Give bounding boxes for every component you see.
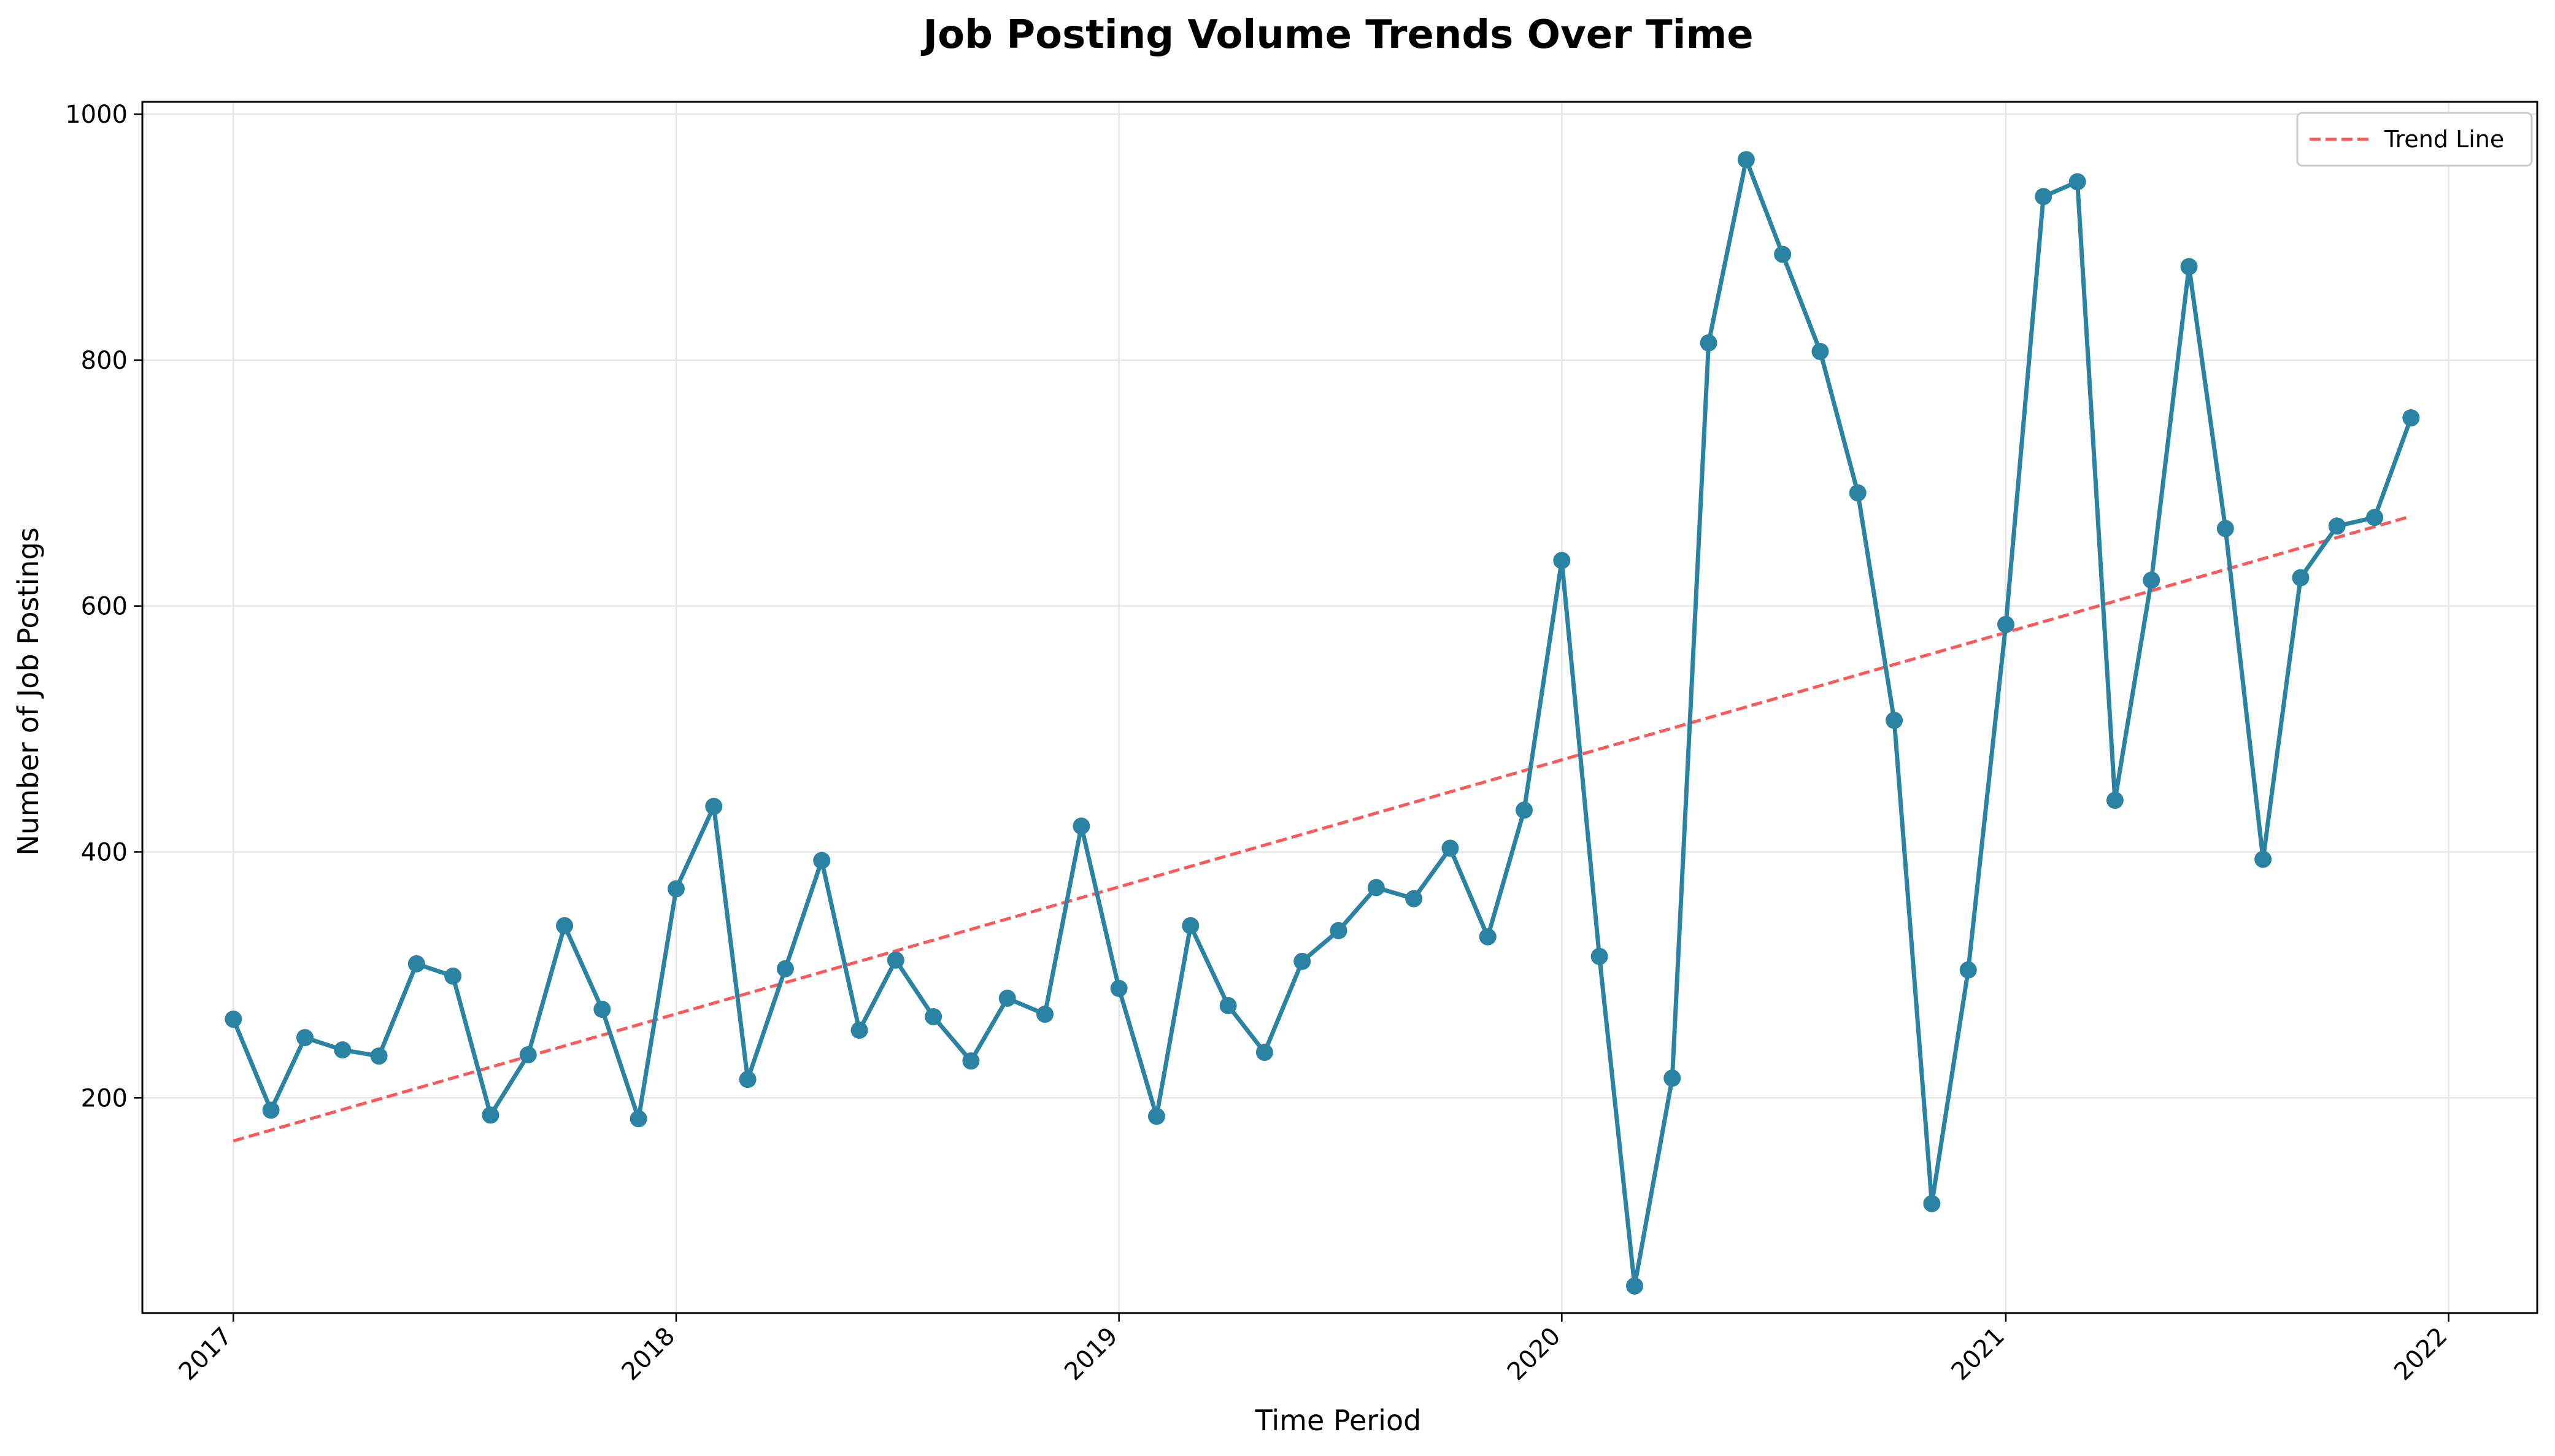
data-point [1255,1044,1273,1061]
trend-line [233,514,2412,1142]
data-point [1590,947,1608,965]
data-point [262,1101,280,1119]
data-point [1811,342,1829,360]
chart-title: Job Posting Volume Trends Over Time [920,12,1753,58]
data-point [1073,817,1090,835]
data-point [2216,520,2234,537]
data-point [1219,996,1237,1014]
data-point [2292,569,2310,587]
data-point [556,917,574,934]
data-point [1774,245,1792,263]
data-point [705,798,723,815]
data-point [630,1110,647,1128]
data-point [1293,952,1311,970]
data-point [1182,917,1200,934]
data-point [2180,258,2198,275]
grid-layer [142,102,2537,1313]
data-point [850,1022,868,1039]
data-point [962,1052,980,1070]
data-point [1367,879,1385,896]
data-point [1036,1006,1054,1023]
data-point [2402,409,2420,427]
data-point [1147,1107,1165,1125]
data-point [1663,1069,1681,1087]
data-point [444,967,462,985]
data-point [887,951,904,969]
data-point [2068,173,2086,191]
y-tick-label: 800 [81,347,128,375]
data-point [1516,801,1533,819]
data-point [2106,792,2124,809]
data-point [482,1106,499,1124]
legend: Trend Line [2296,112,2533,167]
data-point [593,1000,611,1018]
data-point [370,1047,388,1065]
legend-box [2296,112,2533,167]
data-point [225,1011,242,1028]
data-point [1441,839,1459,857]
data-point [2366,509,2384,526]
data-point [1625,1277,1643,1295]
y-axis-label: Number of Job Postings [12,527,45,855]
data-point [1110,979,1128,997]
y-tick-label: 400 [81,838,128,866]
data-point [2143,571,2160,589]
data-point [1737,151,1755,169]
data-point [2035,188,2052,206]
data-point [667,880,685,898]
data-point [519,1046,537,1064]
data-point [998,989,1016,1007]
data-point [2254,850,2272,868]
data-point [1330,922,1347,939]
data-point [739,1071,757,1088]
legend-trend-label: Trend Line [2384,126,2504,153]
plot-frame [141,101,2538,1314]
data-point [925,1008,942,1026]
series-layer [225,151,2420,1295]
data-point [1479,928,1497,946]
data-point [1700,334,1717,352]
data-point [813,852,831,869]
data-point [1886,712,1903,730]
data-point [407,955,425,973]
data-point [1923,1195,1941,1212]
data-point [1959,961,1977,979]
y-tick-label: 1000 [65,101,128,129]
trend-layer [233,514,2412,1142]
data-point [1849,484,1867,502]
data-point [1997,615,2014,633]
data-point [334,1041,352,1059]
data-point [2328,517,2346,535]
data-point [1553,552,1571,569]
y-tick-label: 600 [81,593,128,621]
y-tick-label: 200 [81,1084,128,1112]
data-point [1405,890,1423,907]
x-axis-label: Time Period [1255,1404,1422,1437]
data-point [776,960,794,977]
data-point [296,1029,314,1047]
